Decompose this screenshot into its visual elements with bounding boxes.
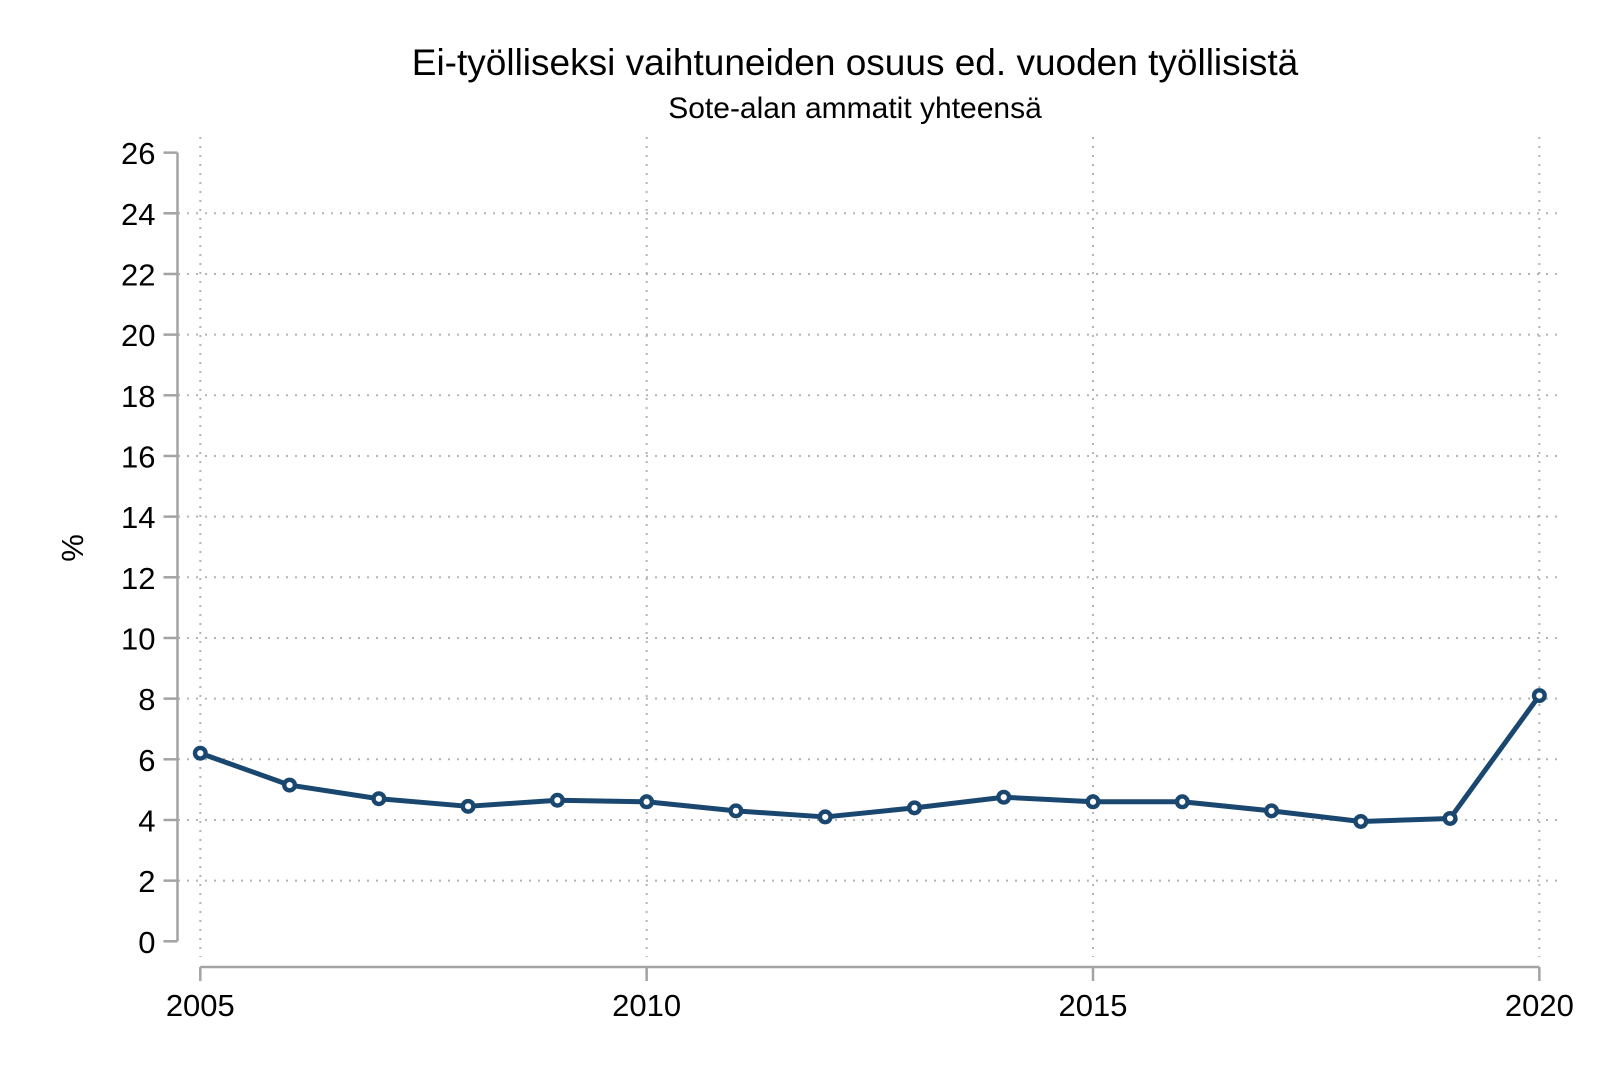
y-tick-label: 16	[121, 439, 155, 474]
chart-subtitle: Sote-alan ammatit yhteensä	[668, 92, 1042, 125]
data-point-2012	[817, 809, 833, 825]
y-tick-label: 26	[121, 136, 155, 171]
data-point-2015	[1085, 794, 1101, 810]
y-tick-label: 8	[138, 682, 155, 717]
x-tick-label: 2005	[166, 988, 235, 1023]
y-tick-label: 22	[121, 257, 155, 292]
y-tick-label: 24	[121, 197, 155, 232]
data-point-2006	[282, 777, 298, 793]
trend-line	[197, 693, 1542, 824]
data-point-2010	[639, 794, 655, 810]
data-point-2011	[728, 803, 744, 819]
y-tick-label: 20	[121, 318, 155, 353]
data-point-2014	[996, 789, 1012, 805]
y-tick-label: 14	[121, 500, 155, 535]
y-tick-label: 10	[121, 621, 155, 656]
data-point-2016	[1174, 794, 1190, 810]
y-tick-label: 6	[138, 743, 155, 778]
data-point-2005	[192, 745, 208, 761]
chart-title: Ei-työlliseksi vaihtuneiden osuus ed. vu…	[411, 42, 1299, 83]
data-point-2020	[1531, 688, 1547, 704]
x-tick-label: 2015	[1059, 988, 1128, 1023]
x-tick-label: 2010	[612, 988, 681, 1023]
y-tick-label: 18	[121, 379, 155, 414]
data-point-2007	[371, 791, 387, 807]
y-tick-label: 12	[121, 561, 155, 596]
data-point-2013	[906, 800, 922, 816]
x-tick-label: 2020	[1505, 988, 1574, 1023]
y-tick-label: 2	[138, 864, 155, 899]
data-point-2018	[1353, 813, 1369, 829]
data-point-2019	[1442, 810, 1458, 826]
data-point-2017	[1264, 803, 1280, 819]
data-point-2008	[460, 798, 476, 814]
data-point-2009	[549, 792, 565, 808]
y-tick-label: 0	[138, 925, 155, 960]
y-tick-label: 4	[138, 803, 155, 838]
